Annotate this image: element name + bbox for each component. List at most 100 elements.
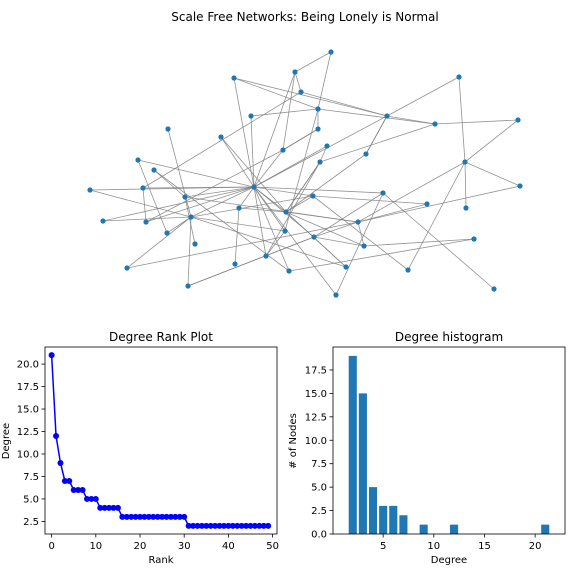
network-node (218, 134, 224, 140)
network-node (363, 151, 369, 157)
histogram-x-tick-label: 15 (478, 541, 491, 552)
network-edge (312, 195, 428, 205)
network-node (315, 126, 321, 132)
histogram-title: Degree histogram (395, 330, 503, 344)
network-node (292, 69, 298, 75)
network-edge (464, 161, 521, 187)
network-node (343, 264, 349, 270)
network-edge (126, 221, 359, 269)
rank-plot-point (83, 495, 90, 502)
network-edge (319, 123, 436, 163)
rank-plot-point (150, 513, 157, 520)
rank-plot-point (106, 504, 113, 511)
network-edge (313, 221, 359, 238)
network-edge (233, 77, 255, 188)
network-edge (386, 76, 460, 117)
network-edge (220, 136, 287, 213)
histogram-bar (389, 505, 398, 534)
network-edge (145, 149, 284, 223)
network-edge (285, 211, 347, 268)
histogram-bar (541, 524, 550, 534)
network-node (380, 190, 386, 196)
network-node (517, 183, 523, 189)
rank-plot-y-tick-label: 17.5 (17, 382, 39, 393)
rank-plot-x-tick-label: 10 (89, 541, 102, 552)
network-edge (253, 186, 314, 197)
rank-plot-point (110, 504, 117, 511)
network-edge (265, 161, 321, 257)
histogram-bar (379, 505, 388, 534)
network-edge (285, 211, 365, 247)
rank-plot-y-tick-label: 12.5 (17, 427, 39, 438)
histogram-x-tick-label: 10 (427, 541, 440, 552)
rank-plot-point (123, 513, 130, 520)
network-node (87, 187, 93, 193)
network-edge (253, 186, 384, 194)
histogram-xlabel: Degree (431, 555, 467, 566)
network-edge (282, 128, 319, 151)
network-edge (363, 238, 475, 247)
rank-plot-point (176, 513, 183, 520)
network-node (143, 219, 149, 225)
network-node (324, 143, 330, 149)
network-node (310, 193, 316, 199)
network-node (462, 159, 468, 165)
network-edge (294, 51, 332, 73)
network-edge (284, 108, 319, 232)
histogram-y-tick-label: 12.5 (305, 412, 327, 423)
rank-plot-point (190, 522, 197, 529)
network-title: Scale Free Networks: Being Lonely is Nor… (171, 10, 438, 24)
rank-plot-y-tick-label: 15.0 (17, 405, 39, 416)
network-node (515, 117, 521, 123)
histogram-ticks: 5 10 15 20 0.0 2.5 5.0 7.5 10.0 12.5 15.0 17.5 (305, 365, 542, 552)
network-edge (300, 91, 388, 117)
rank-plot-point (97, 504, 104, 511)
network-edge (317, 108, 436, 125)
network-edge (102, 186, 255, 222)
rank-plot-point (243, 522, 250, 529)
histogram-bar (399, 515, 408, 534)
network-node (151, 167, 157, 173)
network-edge (313, 192, 384, 238)
network-edge (234, 207, 240, 265)
rank-plot-point (145, 513, 152, 520)
network-edge (357, 221, 365, 247)
rank-plot-point (234, 522, 241, 529)
network-edge (365, 115, 388, 155)
histogram-x-tick-label: 5 (380, 541, 386, 552)
degree-histogram: Degree histogram 5 10 15 20 0.0 2.5 5.0 7.5 10.0… (288, 330, 566, 566)
network-node (328, 49, 334, 55)
rank-plot-point (167, 513, 174, 520)
network-edge (285, 161, 321, 213)
histogram-y-tick-label: 17.5 (305, 365, 327, 376)
rank-plot-point (256, 522, 263, 529)
network-edge (253, 149, 284, 188)
histogram-bar (358, 393, 367, 534)
rank-plot-y-tick-label: 20.0 (17, 360, 39, 371)
network-node (405, 267, 411, 273)
network-edge (253, 71, 296, 188)
network-edge (102, 216, 192, 222)
rank-plot-point (128, 513, 135, 520)
rank-plot-point (238, 522, 245, 529)
network-edge (190, 216, 347, 268)
rank-plot-x-tick-label: 50 (266, 541, 279, 552)
network-edge (434, 119, 519, 125)
network-edge (407, 161, 466, 271)
rank-plot-x-tick-label: 30 (178, 541, 191, 552)
network-edge (357, 161, 466, 223)
network-edge (458, 76, 466, 163)
degree-rank-plot: Degree Rank Plot 0 10 20 30 40 50 2.5 5.0 7.5 10.… (1, 330, 279, 566)
network-node (298, 89, 304, 95)
network-node (192, 241, 198, 247)
network-node (185, 283, 191, 289)
histogram-y-tick-label: 5.0 (311, 483, 327, 494)
network-node (140, 185, 146, 191)
network-node (361, 243, 367, 249)
network-node (188, 214, 194, 220)
rank-plot-point (185, 522, 192, 529)
histogram-y-tick-label: 2.5 (311, 506, 327, 517)
histogram-x-tick-label: 20 (529, 541, 542, 552)
rank-plot-point (194, 522, 201, 529)
rank-plot-point (57, 459, 64, 466)
